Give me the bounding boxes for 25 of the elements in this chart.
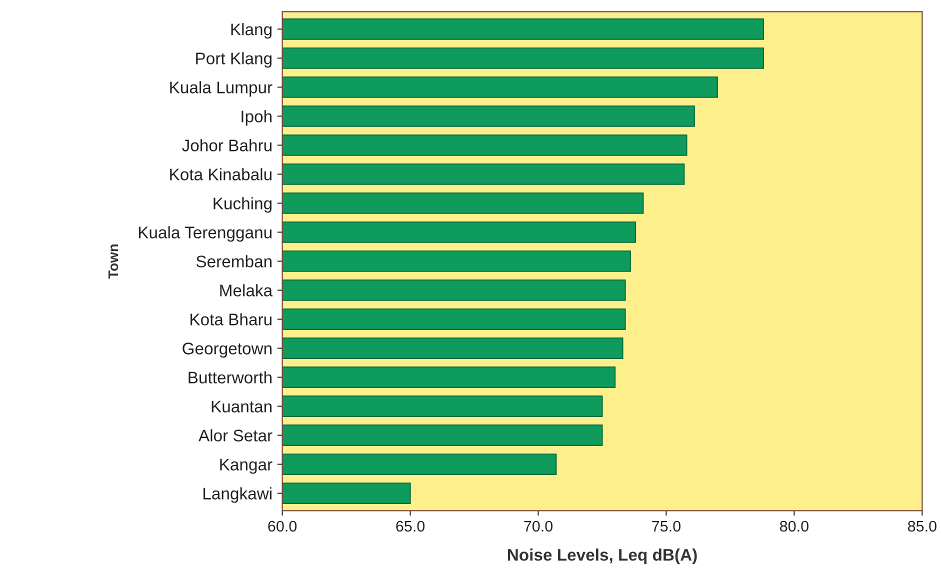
y-tick-label: Klang bbox=[231, 23, 272, 39]
x-tick-label: 65.0 bbox=[396, 520, 425, 532]
y-tick-label: Ipoh bbox=[242, 110, 272, 126]
y-tick-label: Kuching bbox=[214, 197, 272, 213]
y-tick-label: Langkawi bbox=[204, 487, 272, 503]
y-tick-label: Alor Setar bbox=[198, 429, 272, 442]
y-tick-label: Kuala Terengganu bbox=[138, 226, 272, 242]
x-tick-label: 70.0 bbox=[524, 520, 553, 532]
x-tick-label: 60.0 bbox=[268, 520, 297, 532]
y-tick-label: Johor Bahru bbox=[182, 139, 272, 152]
y-axis-title: Town bbox=[108, 244, 118, 279]
x-tick-label: 85.0 bbox=[908, 520, 936, 532]
y-tick-label: Seremban bbox=[196, 255, 272, 268]
y-tick-label: Melaka bbox=[220, 284, 273, 296]
y-tick-label: Kota Bharu bbox=[190, 313, 272, 326]
y-tick-label: Port Klang bbox=[196, 52, 272, 68]
x-tick-label: 75.0 bbox=[652, 520, 680, 532]
y-tick-label: Kuala Lumpur bbox=[170, 81, 272, 97]
x-tick-label: 80.0 bbox=[780, 520, 808, 532]
y-tick-label: Kota Kinabalu bbox=[170, 168, 272, 180]
y-tick-label: Kuantan bbox=[212, 400, 272, 412]
y-tick-label: Georgetown bbox=[182, 342, 272, 358]
y-tick-label: Butterworth bbox=[188, 371, 272, 384]
y-tick-label: Kangar bbox=[220, 458, 272, 474]
x-axis-title: Noise Levels, Leq dB(A) bbox=[508, 548, 697, 564]
